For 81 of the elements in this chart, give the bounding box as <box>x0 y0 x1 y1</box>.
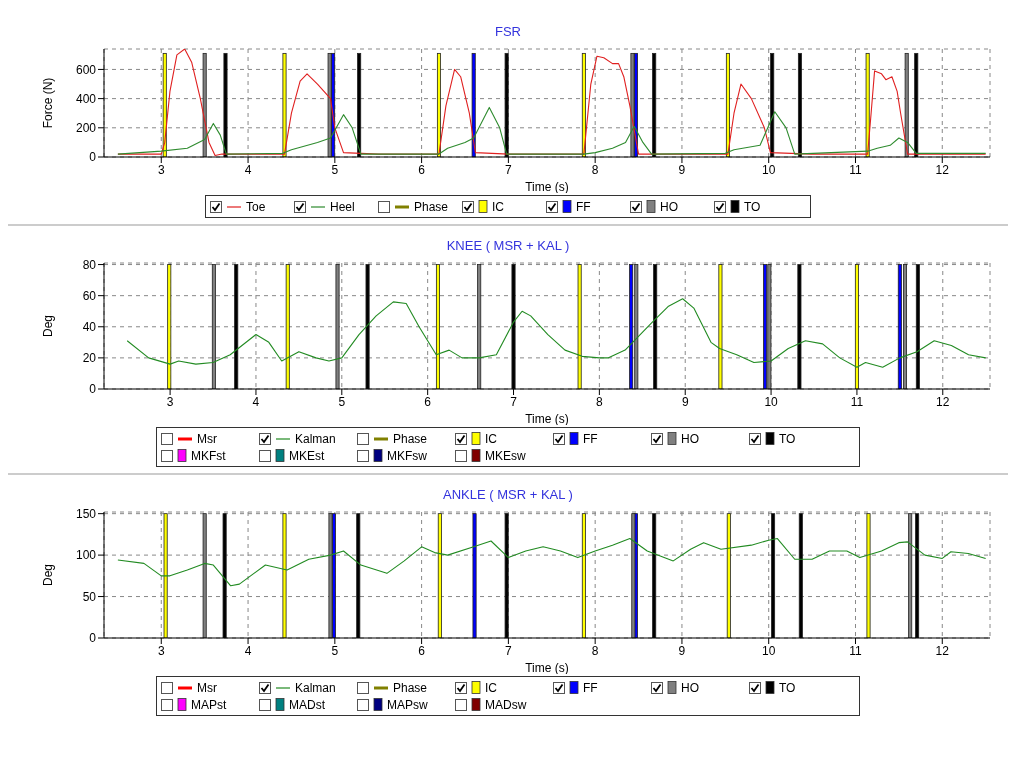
x-tick-label: 7 <box>510 394 518 409</box>
y-tick-label: 400 <box>75 91 97 106</box>
legend-label: MKFst <box>191 448 226 463</box>
x-tick-label: 8 <box>591 162 599 177</box>
x-tick-label: 6 <box>418 643 426 658</box>
y-axis-title: Force (N) <box>41 77 56 129</box>
x-tick-label: 4 <box>244 162 252 177</box>
chart-title: FSR <box>494 24 522 39</box>
x-tick-label: 10 <box>764 394 779 409</box>
y-tick-label: 40 <box>82 320 97 335</box>
x-tick-label: 4 <box>244 643 252 658</box>
y-tick-label: 0 <box>89 150 97 165</box>
legend-label: Msr <box>197 680 217 695</box>
y-tick-label: 150 <box>75 506 97 521</box>
legend-label: HO <box>681 680 699 695</box>
x-axis-title: Time (s) <box>525 661 569 675</box>
legend-label: TO <box>779 431 796 446</box>
y-tick-label: 600 <box>75 62 97 77</box>
x-tick-label: 5 <box>338 394 346 409</box>
legend-label: MKFsw <box>387 448 427 463</box>
legend-label: HO <box>681 431 699 446</box>
x-tick-label: 7 <box>505 643 513 658</box>
y-tick-label: 50 <box>82 589 97 604</box>
legend-label: FF <box>583 431 598 446</box>
x-tick-label: 3 <box>166 394 174 409</box>
x-tick-label: 9 <box>678 643 686 658</box>
legend-label: MKEsw <box>485 448 526 463</box>
y-tick-label: 20 <box>82 351 97 366</box>
y-tick-label: 200 <box>75 121 97 136</box>
x-tick-label: 11 <box>849 643 863 658</box>
x-tick-label: 10 <box>762 162 776 177</box>
y-tick-label: 100 <box>75 548 97 563</box>
x-tick-label: 11 <box>850 394 864 409</box>
x-axis-title: Time (s) <box>525 412 569 426</box>
x-tick-label: 12 <box>935 162 950 177</box>
y-tick-label: 60 <box>82 288 97 303</box>
legend-label: TO <box>744 199 761 214</box>
legend-label: MKEst <box>289 448 325 463</box>
legend-label: MADst <box>289 697 325 712</box>
legend-label: Phase <box>393 680 428 695</box>
x-tick-label: 10 <box>762 643 776 658</box>
x-axis-title: Time (s) <box>525 180 569 194</box>
legend-label: IC <box>485 680 497 695</box>
legend-label: Kalman <box>295 431 336 446</box>
x-tick-label: 12 <box>936 394 950 409</box>
x-tick-label: 6 <box>418 162 426 177</box>
x-tick-label: 11 <box>849 162 863 177</box>
y-axis-title: Deg <box>41 314 56 338</box>
x-tick-label: 4 <box>252 394 260 409</box>
legend-label: MADsw <box>485 697 527 712</box>
x-tick-label: 6 <box>424 394 432 409</box>
legend-label: IC <box>492 199 504 214</box>
legend-label: MAPst <box>191 697 227 712</box>
legend-label: IC <box>485 431 497 446</box>
legend-label: FF <box>576 199 591 214</box>
legend-label: MAPsw <box>387 697 428 712</box>
y-tick-label: 0 <box>89 631 97 646</box>
legend-label: Kalman <box>295 680 336 695</box>
x-tick-label: 9 <box>681 394 689 409</box>
x-tick-label: 9 <box>678 162 686 177</box>
legend-label: Phase <box>393 431 428 446</box>
x-tick-label: 8 <box>596 394 604 409</box>
legend-label: TO <box>779 680 796 695</box>
y-axis-title: Deg <box>41 563 56 587</box>
chart-title: KNEE ( MSR + KAL ) <box>445 238 571 253</box>
legend-label: FF <box>583 680 598 695</box>
legend-label: Msr <box>197 431 217 446</box>
x-tick-label: 3 <box>157 162 165 177</box>
legend-label: Toe <box>246 199 266 214</box>
legend-label: Phase <box>414 199 449 214</box>
x-tick-label: 7 <box>505 162 513 177</box>
y-tick-label: 0 <box>89 382 97 397</box>
x-tick-label: 5 <box>331 643 339 658</box>
x-tick-label: 8 <box>591 643 599 658</box>
legend-label: Heel <box>330 199 355 214</box>
chart-title: ANKLE ( MSR + KAL ) <box>442 487 574 502</box>
y-tick-label: 80 <box>82 257 97 272</box>
x-tick-label: 3 <box>157 643 165 658</box>
legend-label: HO <box>660 199 678 214</box>
x-tick-label: 5 <box>331 162 339 177</box>
x-tick-label: 12 <box>935 643 950 658</box>
